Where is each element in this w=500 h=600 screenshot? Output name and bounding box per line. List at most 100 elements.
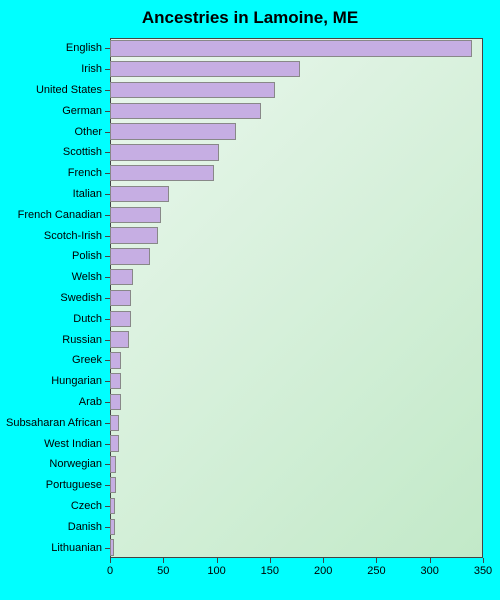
y-tick-mark <box>105 464 110 465</box>
bar <box>110 227 158 243</box>
x-tick-mark <box>217 558 218 563</box>
bar <box>110 415 119 431</box>
bar <box>110 144 219 160</box>
bar-row <box>110 415 483 431</box>
y-tick-label: French Canadian <box>0 209 102 221</box>
y-tick-mark <box>105 360 110 361</box>
y-tick-label: United States <box>0 84 102 96</box>
bar <box>110 352 121 368</box>
y-tick-label: Other <box>0 126 102 138</box>
y-tick-label: Italian <box>0 188 102 200</box>
bar-row <box>110 61 483 77</box>
y-tick-label: West Indian <box>0 438 102 450</box>
plot-area <box>110 38 483 558</box>
bar-row <box>110 144 483 160</box>
bar-row <box>110 186 483 202</box>
bar <box>110 186 169 202</box>
chart-container: Ancestries in Lamoine, ME City-Data.com … <box>0 0 500 600</box>
bar-row <box>110 227 483 243</box>
x-tick-label: 50 <box>157 565 169 577</box>
bar-row <box>110 394 483 410</box>
x-tick-mark <box>270 558 271 563</box>
bar <box>110 331 129 347</box>
bar <box>110 394 121 410</box>
y-tick-mark <box>105 402 110 403</box>
bar <box>110 311 131 327</box>
x-tick-label: 300 <box>421 565 439 577</box>
x-tick-mark <box>430 558 431 563</box>
bar <box>110 290 131 306</box>
bar-row <box>110 123 483 139</box>
bar <box>110 40 472 56</box>
x-tick-mark <box>323 558 324 563</box>
y-tick-label: Irish <box>0 63 102 75</box>
bar-row <box>110 103 483 119</box>
bar-row <box>110 165 483 181</box>
y-tick-label: Polish <box>0 250 102 262</box>
bar <box>110 123 236 139</box>
y-tick-label: French <box>0 167 102 179</box>
y-tick-label: Russian <box>0 334 102 346</box>
bar <box>110 165 214 181</box>
y-tick-mark <box>105 173 110 174</box>
y-tick-label: Swedish <box>0 292 102 304</box>
y-tick-label: English <box>0 42 102 54</box>
bar <box>110 103 261 119</box>
bar <box>110 269 133 285</box>
y-tick-mark <box>105 256 110 257</box>
y-tick-label: German <box>0 105 102 117</box>
y-tick-mark <box>105 548 110 549</box>
bar-row <box>110 207 483 223</box>
y-tick-mark <box>105 215 110 216</box>
y-tick-label: Czech <box>0 500 102 512</box>
bar-row <box>110 435 483 451</box>
y-tick-mark <box>105 423 110 424</box>
bar-row <box>110 352 483 368</box>
y-tick-label: Greek <box>0 354 102 366</box>
bar-row <box>110 40 483 56</box>
y-tick-label: Scottish <box>0 146 102 158</box>
y-tick-label: Danish <box>0 521 102 533</box>
x-tick-mark <box>110 558 111 563</box>
chart-title: Ancestries in Lamoine, ME <box>0 8 500 28</box>
bar <box>110 207 161 223</box>
y-tick-label: Lithuanian <box>0 542 102 554</box>
y-tick-mark <box>105 48 110 49</box>
bar-row <box>110 290 483 306</box>
bar-row <box>110 477 483 493</box>
x-tick-label: 150 <box>261 565 279 577</box>
bar-row <box>110 248 483 264</box>
bar <box>110 435 119 451</box>
y-tick-label: Arab <box>0 396 102 408</box>
y-tick-label: Subsaharan African <box>0 417 102 429</box>
bar-row <box>110 269 483 285</box>
bar-row <box>110 373 483 389</box>
y-tick-label: Norwegian <box>0 458 102 470</box>
y-tick-mark <box>105 298 110 299</box>
y-tick-mark <box>105 69 110 70</box>
bar <box>110 82 275 98</box>
bar <box>110 519 115 535</box>
bar-row <box>110 456 483 472</box>
bar <box>110 456 116 472</box>
bar <box>110 539 114 555</box>
bars-layer <box>110 38 483 558</box>
bar-row <box>110 331 483 347</box>
y-tick-label: Hungarian <box>0 375 102 387</box>
y-tick-mark <box>105 506 110 507</box>
y-tick-mark <box>105 111 110 112</box>
y-tick-mark <box>105 152 110 153</box>
bar-row <box>110 519 483 535</box>
x-tick-label: 200 <box>314 565 332 577</box>
y-tick-label: Dutch <box>0 313 102 325</box>
y-tick-mark <box>105 90 110 91</box>
bar-row <box>110 311 483 327</box>
bar <box>110 61 300 77</box>
y-tick-mark <box>105 485 110 486</box>
bar-row <box>110 498 483 514</box>
y-tick-mark <box>105 194 110 195</box>
y-tick-mark <box>105 236 110 237</box>
x-tick-label: 350 <box>474 565 492 577</box>
bar <box>110 248 150 264</box>
y-tick-label: Scotch-Irish <box>0 230 102 242</box>
